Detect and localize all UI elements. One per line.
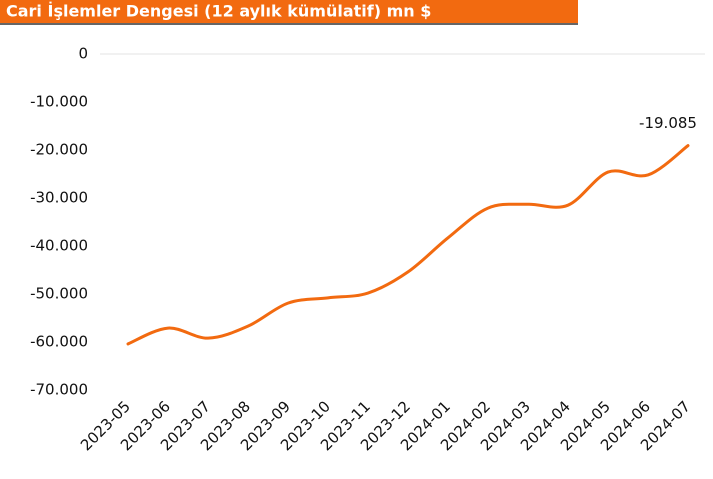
y-tick-label: -60.000 [30, 333, 88, 351]
line [126, 144, 690, 346]
y-tick-label: -10.000 [30, 93, 88, 111]
y-tick-label: -30.000 [30, 189, 88, 207]
value-label: -19.085 [639, 114, 697, 132]
y-tick-label: -50.000 [30, 285, 88, 303]
y-tick-label: -20.000 [30, 141, 88, 159]
y-tick-label: -40.000 [30, 237, 88, 255]
y-tick-label: -70.000 [30, 381, 88, 399]
y-tick-label: 0 [78, 45, 88, 63]
title-bar [0, 0, 578, 23]
chart-title: Cari İşlemler Dengesi (12 aylık kümülati… [6, 2, 431, 21]
